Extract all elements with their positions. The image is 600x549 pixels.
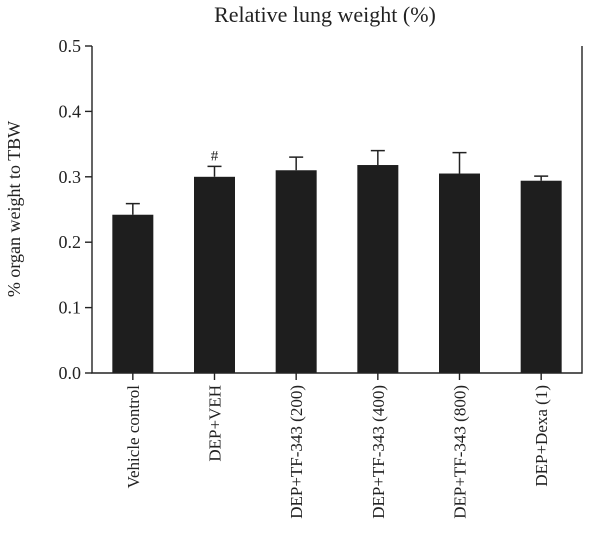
x-tick-label: DEP+TF-343 (200) [287,385,306,519]
annotations: # [211,148,219,164]
bar [194,176,235,373]
y-axis-ticks: 0.0 0.1 0.2 0.3 0.4 0.5 [59,36,92,383]
y-tick-label: 0.1 [59,298,82,318]
y-tick-label: 0.3 [59,167,82,187]
plot-frame [91,46,583,374]
error-bar [125,202,140,215]
y-tick-label: 0.5 [59,36,82,56]
y-tick-label: 0.2 [59,232,82,252]
x-tick-label: DEP+Dexa (1) [532,385,551,487]
x-tick-label: DEP+VEH [206,385,225,462]
error-bar [534,175,549,181]
error-bar [370,149,385,166]
bar [520,180,562,373]
x-tick-label: Vehicle control [124,385,143,489]
bars [112,165,562,373]
y-axis-label: % organ weight to TBW [4,121,24,297]
y-tick-label: 0.0 [59,363,82,383]
bar [112,214,154,373]
error-bars [125,149,549,215]
x-tick-label: DEP+TF-343 (400) [369,385,388,519]
bar [439,173,480,373]
error-bar [207,165,222,177]
bar [357,165,399,373]
bar [275,170,317,373]
x-tick-label: DEP+TF-343 (800) [451,385,470,519]
chart-title: Relative lung weight (%) [214,2,436,27]
error-bar [289,156,304,171]
significance-marker: # [211,148,219,164]
y-tick-label: 0.4 [59,101,82,121]
x-axis-ticks: Vehicle control DEP+VEH DEP+TF-343 (200) DE… [124,373,551,519]
error-bar [452,151,467,174]
